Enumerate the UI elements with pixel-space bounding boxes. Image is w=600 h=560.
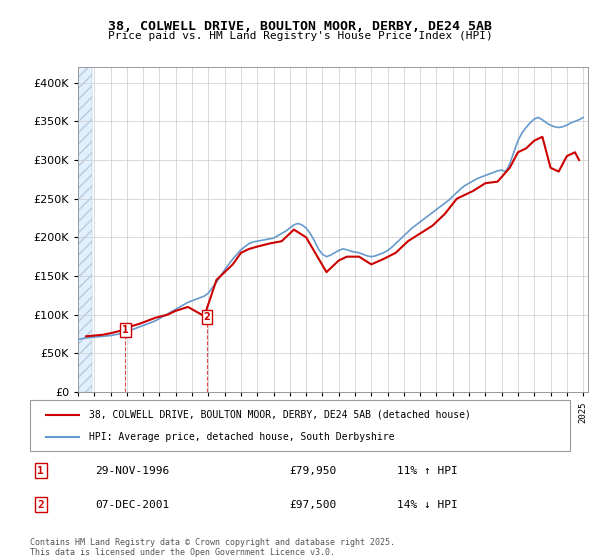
Text: 38, COLWELL DRIVE, BOULTON MOOR, DERBY, DE24 5AB: 38, COLWELL DRIVE, BOULTON MOOR, DERBY, … bbox=[108, 20, 492, 32]
Text: Price paid vs. HM Land Registry's House Price Index (HPI): Price paid vs. HM Land Registry's House … bbox=[107, 31, 493, 41]
Text: £97,500: £97,500 bbox=[289, 500, 337, 510]
Text: Contains HM Land Registry data © Crown copyright and database right 2025.
This d: Contains HM Land Registry data © Crown c… bbox=[30, 538, 395, 557]
Text: 07-DEC-2001: 07-DEC-2001 bbox=[95, 500, 169, 510]
Text: 29-NOV-1996: 29-NOV-1996 bbox=[95, 465, 169, 475]
FancyBboxPatch shape bbox=[30, 400, 570, 451]
Text: HPI: Average price, detached house, South Derbyshire: HPI: Average price, detached house, Sout… bbox=[89, 432, 395, 442]
Text: 2: 2 bbox=[37, 500, 44, 510]
Text: 14% ↓ HPI: 14% ↓ HPI bbox=[397, 500, 458, 510]
Text: 38, COLWELL DRIVE, BOULTON MOOR, DERBY, DE24 5AB (detached house): 38, COLWELL DRIVE, BOULTON MOOR, DERBY, … bbox=[89, 409, 471, 419]
Text: 1: 1 bbox=[122, 325, 129, 335]
Text: 11% ↑ HPI: 11% ↑ HPI bbox=[397, 465, 458, 475]
Text: 1: 1 bbox=[37, 465, 44, 475]
Text: 2: 2 bbox=[203, 311, 211, 321]
Text: £79,950: £79,950 bbox=[289, 465, 337, 475]
